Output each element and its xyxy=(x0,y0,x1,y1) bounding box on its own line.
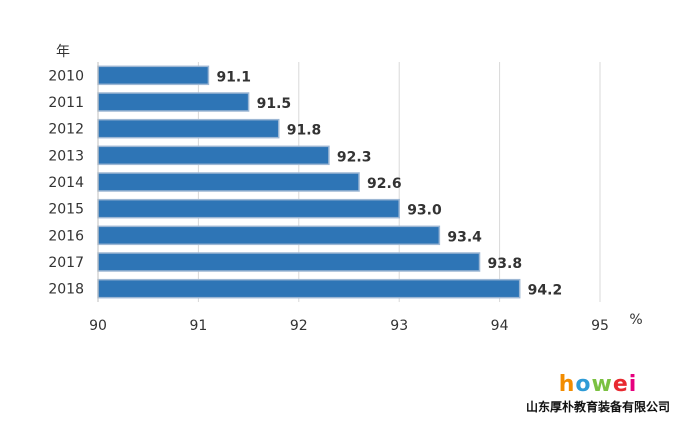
data-label: 91.1 xyxy=(216,69,251,85)
x-tick-label: 92 xyxy=(290,318,308,334)
category-label: 2011 xyxy=(48,95,84,111)
category-label: 2018 xyxy=(48,282,84,298)
data-label: 91.8 xyxy=(287,123,322,139)
x-axis-ticks: 90 91 92 93 94 95 xyxy=(89,318,609,334)
logo-letter: o xyxy=(575,372,592,397)
category-label: 2016 xyxy=(48,228,84,244)
value-labels: 91.1 91.5 91.8 92.3 92.6 93.0 93.4 93.8 94.2 xyxy=(216,69,562,298)
bar xyxy=(97,172,360,192)
bar xyxy=(97,92,250,112)
data-label: 93.0 xyxy=(407,203,442,219)
x-tick-label: 93 xyxy=(390,318,408,334)
logo-letter: i xyxy=(628,372,638,397)
x-tick-label: 94 xyxy=(491,318,509,334)
x-tick-label: 95 xyxy=(591,318,609,334)
bars xyxy=(97,65,521,299)
brand-logo-mark: howei xyxy=(526,374,670,396)
bar xyxy=(97,225,441,246)
category-label: 2017 xyxy=(48,255,84,271)
bar xyxy=(97,198,400,219)
data-label: 92.6 xyxy=(367,176,402,192)
category-label: 2015 xyxy=(48,202,84,218)
y-axis-unit-label: 年 xyxy=(56,44,70,60)
logo-letter: h xyxy=(558,372,576,397)
category-label: 2014 xyxy=(48,175,84,191)
data-label: 91.5 xyxy=(257,96,292,112)
bar xyxy=(97,252,481,272)
logo-letter: e xyxy=(612,372,629,397)
x-tick-label: 90 xyxy=(89,318,107,334)
logo-letter: w xyxy=(591,372,613,397)
data-label: 93.8 xyxy=(488,256,523,272)
company-logo: howei 山东厚朴教育装备有限公司 xyxy=(526,374,670,415)
company-name: 山东厚朴教育装备有限公司 xyxy=(525,400,670,414)
data-label: 93.4 xyxy=(447,229,482,245)
category-label: 2013 xyxy=(48,148,84,164)
x-axis-unit-label: % xyxy=(629,312,642,328)
data-label: 92.3 xyxy=(337,149,372,165)
category-labels: 2010 2011 2012 2013 2014 2015 2016 2017 2018 xyxy=(48,68,84,297)
bar xyxy=(97,65,210,86)
bar xyxy=(97,278,521,299)
x-tick-label: 91 xyxy=(189,318,207,334)
data-label: 94.2 xyxy=(528,283,563,299)
category-label: 2010 xyxy=(48,68,84,84)
category-label: 2012 xyxy=(48,122,84,138)
bar xyxy=(97,145,330,166)
bar xyxy=(97,118,280,139)
